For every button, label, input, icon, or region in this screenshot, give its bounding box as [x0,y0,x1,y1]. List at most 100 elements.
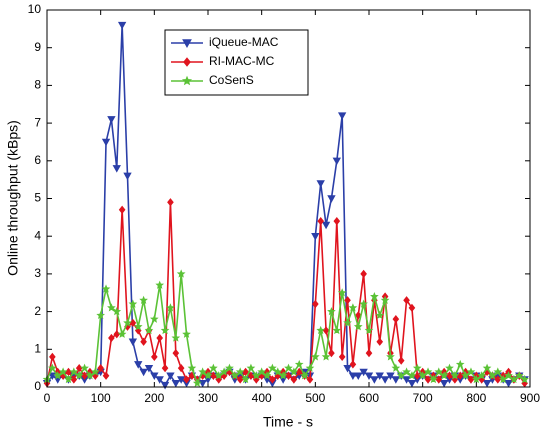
data-point [386,352,395,361]
data-point [520,374,529,384]
data-point [290,375,298,384]
data-point [311,232,320,241]
x-tick-label: 300 [198,391,218,405]
data-point [198,367,207,376]
data-point [392,314,400,324]
data-point [273,367,283,376]
data-point [134,361,143,369]
data-point [514,371,524,380]
x-axis-title: Time - s [263,414,313,430]
data-point [439,371,449,380]
y-tick-label: 2 [34,304,41,318]
x-tick-label: 900 [520,391,540,405]
data-point [107,303,116,312]
data-point [172,348,180,358]
data-point [161,364,169,373]
data-point [482,380,492,388]
data-point [423,367,433,376]
data-point [294,359,304,369]
data-point [128,338,138,347]
data-point [128,299,138,308]
data-point [493,367,503,376]
data-point [353,322,363,331]
data-point [156,333,164,343]
data-point [53,371,63,380]
x-tick-label: 600 [359,391,379,405]
data-point [101,138,111,147]
data-point [386,372,395,381]
data-point [316,180,325,188]
data-point [466,367,476,376]
data-point [300,371,309,380]
y-tick-label: 10 [28,2,42,16]
data-point [391,376,401,384]
data-point [439,380,449,388]
data-point [183,375,190,384]
legend-marker [183,57,191,67]
data-point [321,221,331,230]
data-point [380,295,390,304]
data-point [407,380,417,388]
data-point [359,368,368,377]
data-point [344,296,351,305]
data-point [107,116,116,124]
data-point [332,157,341,166]
data-point [305,363,315,372]
data-point [118,205,126,214]
data-point [176,376,186,384]
data-point [504,380,513,388]
data-point [251,371,261,380]
data-point [64,374,73,384]
data-point [160,325,170,335]
data-point [348,303,358,312]
legend-marker [182,39,192,49]
data-point [101,284,111,293]
data-point [69,367,79,376]
data-point [97,364,104,373]
x-tick-label: 0 [44,391,51,405]
legend: iQueue-MAC RI-MAC-MC CoSenS [164,29,309,96]
data-point [262,371,272,380]
data-point [177,364,185,373]
data-point [171,333,181,342]
data-point [397,356,405,365]
data-point [455,359,465,369]
data-point [408,303,416,312]
data-point [354,311,362,320]
data-point [96,310,105,320]
data-point [123,172,132,181]
data-point [108,333,115,343]
data-point [370,376,379,384]
data-point [48,363,57,372]
axes-box [46,9,531,388]
y-tick-label: 0 [34,379,41,393]
legend-label: CoSenS [209,73,254,87]
data-point [332,325,342,335]
data-point [268,363,277,372]
data-point [450,371,460,380]
data-point [364,325,374,335]
data-point [85,371,95,380]
data-point [472,374,481,384]
data-point [140,337,147,346]
data-point [117,329,127,338]
y-tick-label: 6 [34,153,41,167]
data-point [498,374,508,384]
x-tick-label: 200 [144,391,164,405]
data-point [403,296,410,305]
data-point [477,371,487,380]
data-point [316,325,326,335]
data-point [117,21,127,30]
data-point [370,291,379,301]
data-point [214,371,224,380]
data-point [375,372,384,381]
data-point [376,337,384,346]
data-point [504,371,513,380]
data-point [219,367,229,376]
data-point [338,352,346,361]
data-point [333,216,341,226]
x-tick-label: 100 [91,391,111,405]
data-point [284,363,293,372]
data-point [328,348,335,358]
